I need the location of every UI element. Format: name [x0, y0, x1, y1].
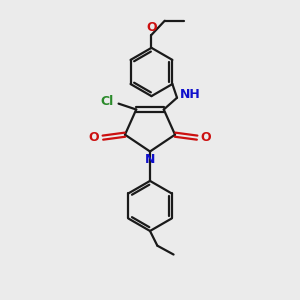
Text: NH: NH — [180, 88, 201, 101]
Text: O: O — [201, 131, 211, 144]
Text: Cl: Cl — [100, 95, 113, 108]
Text: O: O — [89, 131, 99, 144]
Text: O: O — [146, 21, 157, 34]
Text: N: N — [145, 153, 155, 166]
